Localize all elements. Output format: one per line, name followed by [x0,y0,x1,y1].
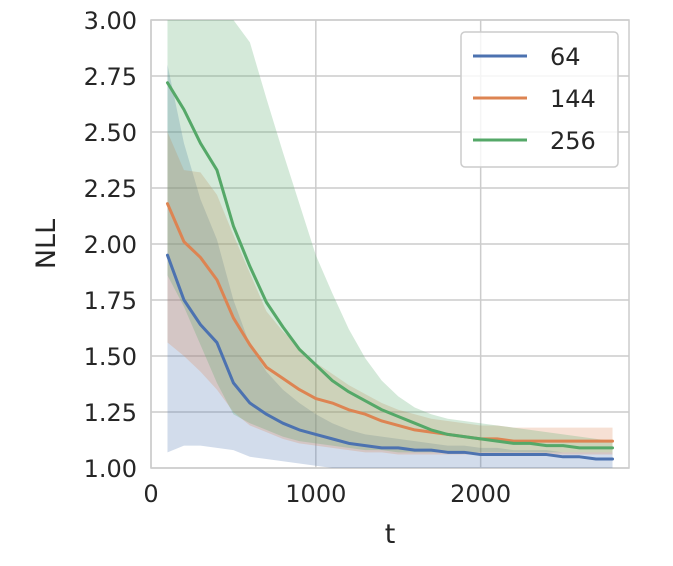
series-line-144 [165,202,615,443]
legend-label-144: 144 [550,85,596,113]
y-tick-label: 2.75 [84,63,137,91]
legend: 64 144 256 [460,31,619,168]
y-tick-label: 2.25 [84,175,137,203]
series-line-256 [165,81,615,450]
x-axis-label: t [385,519,396,550]
y-tick-label: 1.00 [84,455,137,483]
confidence-band-256 [167,20,613,453]
y-tick-label: 2.50 [84,119,137,147]
grid-layer [150,19,629,469]
y-tick-label: 1.75 [84,287,137,315]
y-tick-label: 1.50 [84,343,137,371]
legend-label-64: 64 [550,43,581,71]
series-line-64 [165,253,615,461]
tick-layer: 0 1000 2000 1.00 1.25 1.50 1.75 2.00 2.25 2.50 2.7… [84,7,512,508]
x-tick-label: 0 [143,480,158,508]
y-axis-label: NLL [31,219,62,269]
x-tick-label: 1000 [285,480,346,508]
legend-label-256: 256 [550,127,596,155]
legend-box [460,31,619,168]
confidence-band-64 [167,64,613,469]
x-tick-label: 2000 [450,480,511,508]
y-tick-label: 3.00 [84,7,137,35]
line-layer [165,81,615,461]
y-tick-label: 1.25 [84,399,137,427]
y-tick-label: 2.00 [84,231,137,259]
